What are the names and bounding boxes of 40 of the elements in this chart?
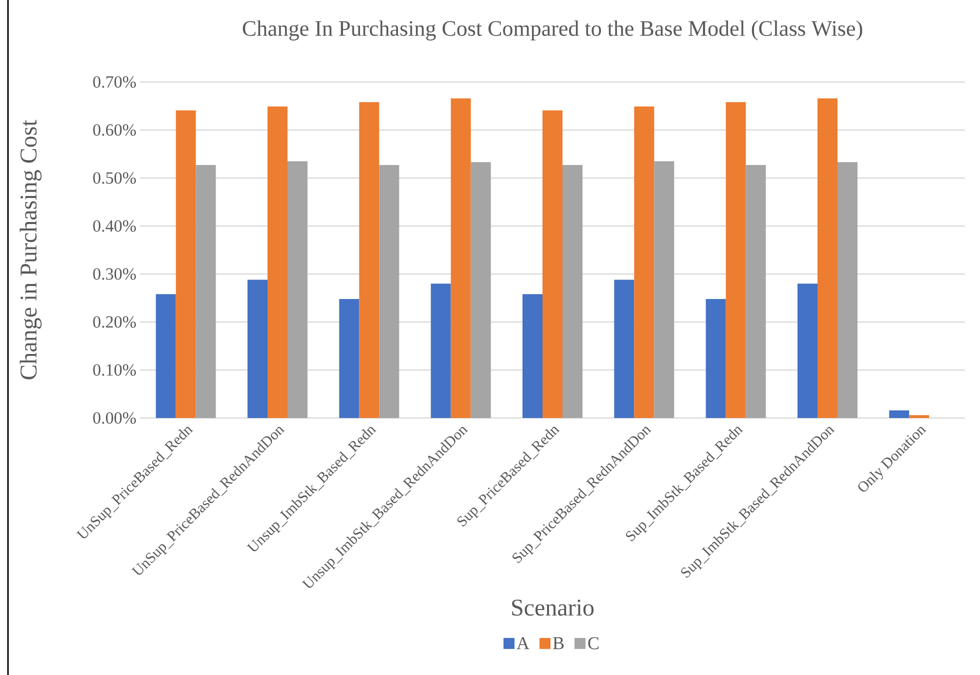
bar bbox=[746, 165, 766, 418]
bar bbox=[542, 110, 562, 418]
bar bbox=[450, 98, 471, 418]
bar bbox=[706, 298, 726, 418]
bar bbox=[614, 280, 634, 418]
y-tick-label: 0.30% bbox=[93, 268, 136, 280]
legend-label: B bbox=[553, 637, 564, 650]
bar bbox=[654, 161, 674, 418]
bar bbox=[818, 98, 838, 418]
bar bbox=[339, 298, 360, 418]
y-tick-label: 0.40% bbox=[93, 220, 136, 232]
x-axis-title: Scenario bbox=[512, 600, 594, 616]
bar bbox=[470, 162, 491, 418]
bar bbox=[909, 415, 930, 418]
bar bbox=[522, 294, 542, 418]
bar bbox=[248, 280, 268, 418]
legend-label: A bbox=[516, 637, 530, 650]
bar bbox=[634, 106, 654, 418]
bar bbox=[838, 162, 858, 418]
bar bbox=[798, 284, 818, 418]
bar bbox=[889, 410, 910, 418]
bar bbox=[430, 284, 451, 418]
bar bbox=[379, 165, 400, 418]
bar bbox=[156, 294, 176, 418]
bar bbox=[726, 102, 746, 418]
legend-label: C bbox=[588, 637, 599, 650]
bar bbox=[268, 106, 288, 418]
y-tick-label: 0.50% bbox=[93, 172, 136, 184]
bar bbox=[196, 165, 216, 418]
y-tick-label: 0.00% bbox=[93, 412, 136, 424]
y-axis-title: Change in Purchasing Cost bbox=[20, 120, 42, 380]
bar bbox=[176, 110, 196, 418]
y-tick-label: 0.10% bbox=[93, 364, 136, 376]
y-tick-label: 0.20% bbox=[93, 316, 136, 328]
y-tick-label: 0.60% bbox=[93, 124, 136, 136]
y-tick-label: 0.70% bbox=[93, 76, 136, 88]
chart-title: Change In Purchasing Cost Compared to the Base Model (Class Wise) bbox=[242, 20, 862, 40]
bar bbox=[562, 165, 582, 418]
bar bbox=[359, 102, 380, 418]
bar bbox=[288, 161, 308, 418]
